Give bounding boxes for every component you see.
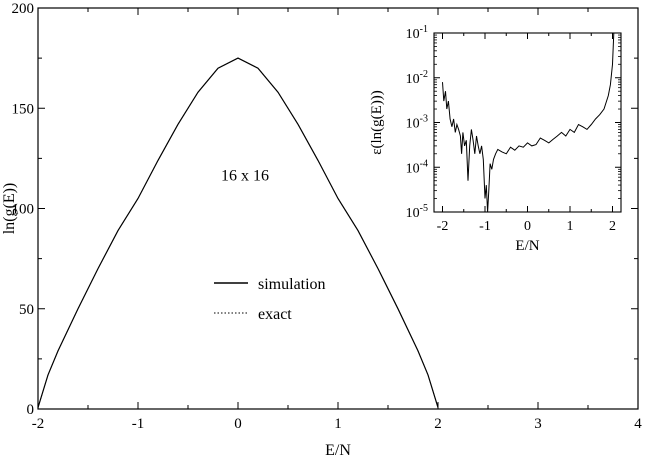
main-x-tick-label: -1 [132, 416, 145, 432]
main-y-axis: 0 50 100 150 200 [12, 1, 638, 418]
inset-x-axis-label: E/N [515, 238, 539, 254]
inset-plot: -2 -1 0 1 2 10-5 10-4 10-3 10-2 10-1 E/N ε(ln(g(… [369, 24, 622, 254]
inset-error-line [442, 32, 615, 213]
main-y-tick-label: 50 [19, 302, 34, 318]
lattice-size-annotation: 16 x 16 [221, 167, 269, 184]
series-line-exact [37, 57, 439, 408]
inset-x-tick-label: 1 [567, 219, 574, 234]
main-x-tick-label: 2 [434, 416, 442, 432]
legend: simulation exact [214, 276, 326, 323]
inset-y-tick-label: 10-4 [406, 158, 428, 176]
main-x-tick-label: 0 [234, 416, 242, 432]
main-x-tick-label: 4 [634, 416, 642, 432]
main-y-tick-label: 200 [12, 1, 35, 17]
inset-y-tick-label: 10-5 [406, 203, 428, 221]
main-x-tick-label: 1 [334, 416, 342, 432]
inset-y-tick-label: 10-3 [406, 114, 428, 132]
inset-x-tick-label: 0 [524, 219, 531, 234]
legend-label-exact: exact [258, 306, 292, 323]
inset-series-group [442, 32, 615, 213]
inset-x-tick-label: 2 [609, 219, 616, 234]
main-x-axis-label: E/N [325, 442, 351, 459]
inset-y-tick-label: 10-1 [406, 24, 428, 42]
inset-y-tick-label: 10-2 [406, 69, 428, 87]
main-y-tick-label: 0 [27, 402, 35, 418]
main-x-tick-label: -2 [32, 416, 45, 432]
inset-x-tick-label: -2 [437, 219, 449, 234]
inset-y-axis: 10-5 10-4 10-3 10-2 10-1 [406, 24, 621, 221]
main-x-tick-label: 3 [534, 416, 542, 432]
inset-background [434, 33, 621, 212]
main-series-group [37, 57, 439, 408]
main-y-tick-label: 150 [12, 101, 35, 117]
legend-label-simulation: simulation [258, 276, 326, 293]
main-x-axis: -2 -1 0 1 2 3 4 [32, 8, 642, 432]
inset-x-axis: -2 -1 0 1 2 [437, 33, 616, 234]
main-plot: -2 -1 0 1 2 3 4 0 50 100 150 200 E/N ln(g(E)) 16 x… [1, 1, 642, 459]
main-y-axis-label: ln(g(E)) [1, 183, 18, 235]
inset-x-tick-label: -1 [479, 219, 491, 234]
main-y-tick-label: 100 [12, 202, 35, 218]
inset-y-axis-label: ε(ln(g(E))) [369, 90, 385, 155]
